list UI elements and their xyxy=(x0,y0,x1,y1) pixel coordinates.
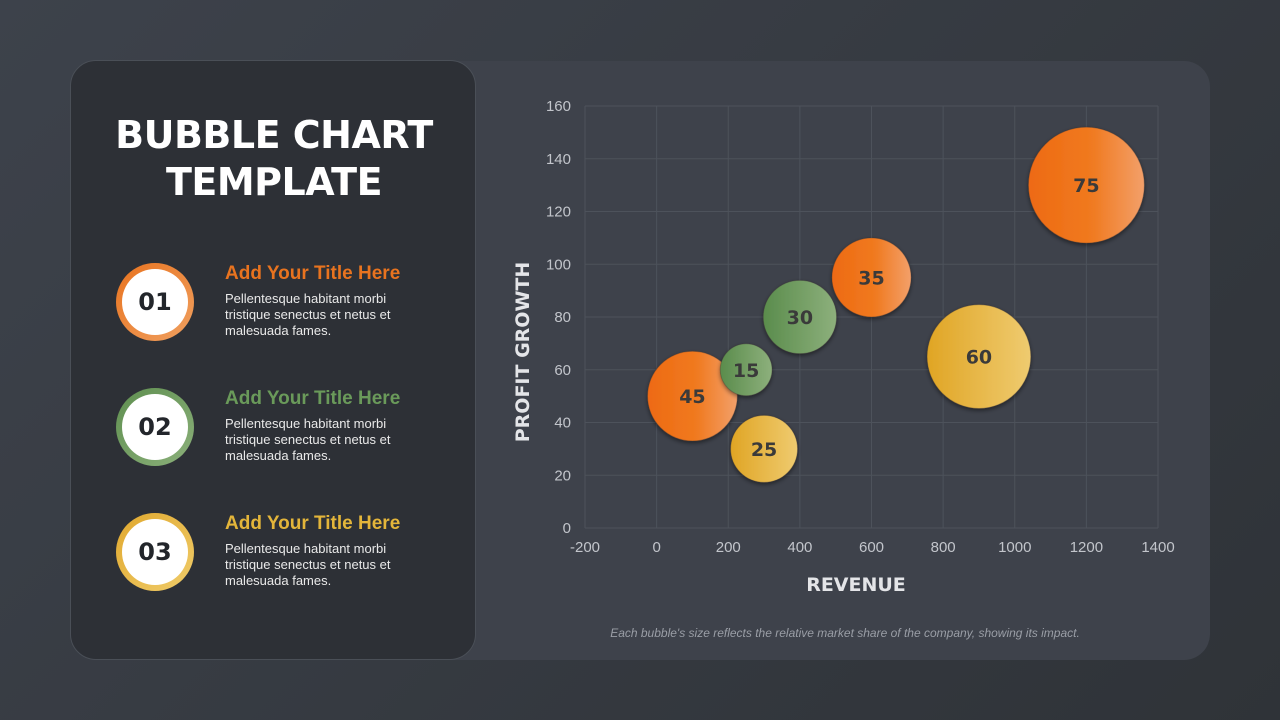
number-badge: 02 xyxy=(116,388,194,466)
y-tick-label: 160 xyxy=(546,98,571,115)
bubble-value-label: 45 xyxy=(679,386,705,408)
x-tick-label: 1400 xyxy=(1141,539,1174,556)
badge-number: 01 xyxy=(122,269,188,335)
x-tick-label: -200 xyxy=(570,539,600,556)
badge-number: 02 xyxy=(122,394,188,460)
item-title: Add Your Title Here xyxy=(225,513,401,534)
y-tick-label: 20 xyxy=(554,467,571,484)
bubble-value-label: 60 xyxy=(966,347,992,369)
bubble-circle xyxy=(1027,126,1145,244)
x-tick-label: 1200 xyxy=(1070,539,1103,556)
bubbles: 45 15 25 30 35 60 75 xyxy=(647,126,1145,483)
bubble: 45 xyxy=(647,350,738,442)
y-tick-label: 40 xyxy=(554,415,571,432)
bubble-circle xyxy=(926,304,1032,409)
bubble-circle xyxy=(730,414,799,483)
x-tick-label: 400 xyxy=(787,539,812,556)
x-tick-label: 0 xyxy=(652,539,660,556)
number-badge: 03 xyxy=(116,513,194,591)
bubble: 25 xyxy=(730,414,799,483)
item-description: Pellentesque habitant morbi tristique se… xyxy=(225,291,391,338)
slide-title-line-1: BUBBLE CHART xyxy=(115,113,433,157)
x-tick-label: 1000 xyxy=(998,539,1031,556)
bubble: 35 xyxy=(831,237,912,318)
item-title: Add Your Title Here xyxy=(225,388,401,409)
bubble-circle xyxy=(719,343,773,397)
item-description: Pellentesque habitant morbi tristique se… xyxy=(225,416,391,463)
bubble: 30 xyxy=(762,279,838,355)
number-badge: 01 xyxy=(116,263,194,341)
x-axis-label: REVENUE xyxy=(806,574,906,596)
y-axis-label: PROFIT GROWTH xyxy=(512,262,534,443)
bubble-circle xyxy=(831,237,912,318)
x-tick-label: 800 xyxy=(931,539,956,556)
x-tick-label: 200 xyxy=(716,539,741,556)
bubble-value-label: 15 xyxy=(733,360,759,382)
item-title: Add Your Title Here xyxy=(225,263,401,284)
x-tick-label: 600 xyxy=(859,539,884,556)
bubble: 60 xyxy=(926,304,1032,409)
axis-ticks: -200 0 200 400 600 800 1000 1200 1400 0 20 40 60 80 10… xyxy=(546,98,1175,556)
bubble: 75 xyxy=(1027,126,1145,244)
bubble: 15 xyxy=(719,343,773,397)
list-item-02: 02 Add Your Title Here Pellentesque habi… xyxy=(116,388,466,468)
item-description: Pellentesque habitant morbi tristique se… xyxy=(225,541,391,588)
y-tick-label: 60 xyxy=(554,362,571,379)
y-tick-label: 0 xyxy=(563,520,571,537)
bubble-circle xyxy=(762,279,838,355)
info-panel: BUBBLE CHART TEMPLATE 01 Add Your Title … xyxy=(70,60,476,660)
bubble-value-label: 75 xyxy=(1073,175,1099,197)
bubble-value-label: 30 xyxy=(787,307,813,329)
y-tick-label: 140 xyxy=(546,151,571,168)
list-item-03: 03 Add Your Title Here Pellentesque habi… xyxy=(116,513,466,593)
y-tick-label: 100 xyxy=(546,256,571,273)
bubble-circle xyxy=(647,350,738,442)
footnote: Each bubble's size reflects the relative… xyxy=(610,626,1080,640)
y-tick-label: 120 xyxy=(546,204,571,221)
bubble-value-label: 25 xyxy=(751,439,777,461)
y-tick-label: 80 xyxy=(554,309,571,326)
badge-number: 03 xyxy=(122,519,188,585)
list-item-01: 01 Add Your Title Here Pellentesque habi… xyxy=(116,263,466,343)
bubble-value-label: 35 xyxy=(858,267,884,289)
slide-title-line-2: TEMPLATE xyxy=(165,160,383,204)
